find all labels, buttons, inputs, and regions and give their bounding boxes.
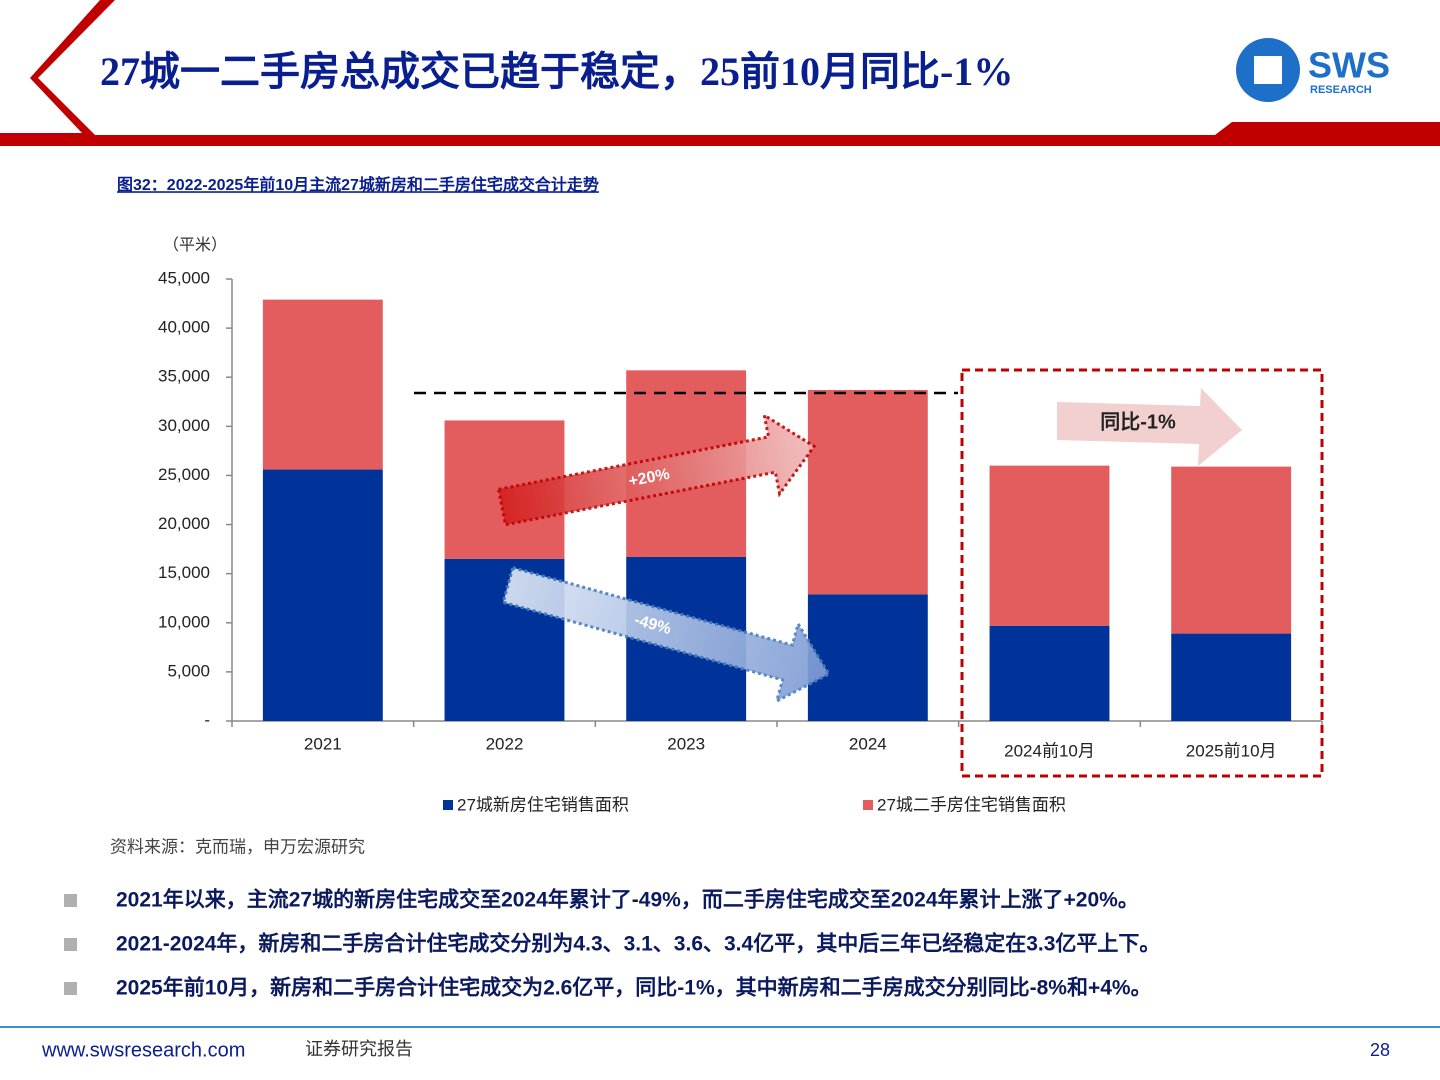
source: 资料来源：克而瑞，申万宏源研究	[110, 837, 365, 856]
footer-label: 证券研究报告	[305, 1039, 413, 1059]
yoy-arrow: 同比-1%	[1057, 388, 1242, 466]
legend-label: 27城新房住宅销售面积	[457, 795, 629, 814]
up-arrow: +20%	[496, 412, 817, 527]
bar	[989, 465, 1110, 626]
bar	[807, 594, 928, 721]
bullet-marker	[64, 938, 77, 951]
y-tick-label: 10,000	[158, 612, 210, 631]
bar	[989, 625, 1110, 721]
y-tick-label: 15,000	[158, 563, 210, 582]
footer-url: www.swsresearch.com	[41, 1039, 245, 1061]
header-cut	[0, 0, 100, 133]
header-band	[0, 0, 1440, 146]
bar	[807, 389, 928, 595]
legend-swatch	[443, 800, 453, 810]
arrow-shape	[501, 565, 832, 704]
x-tick-label: 2024前10月	[1004, 741, 1095, 760]
y-tick-label: 5,000	[167, 661, 210, 680]
x-tick-label: 2021	[304, 734, 342, 753]
bullet-text: 2021年以来，主流27城的新房住宅成交至2024年累计了-49%，而二手房住宅…	[116, 888, 1139, 912]
legend-label: 27城二手房住宅销售面积	[877, 795, 1066, 814]
y-tick-label: 45,000	[158, 268, 210, 287]
logo-square	[1254, 56, 1282, 84]
bar	[1171, 633, 1292, 721]
y-axis-label: （平米）	[163, 236, 227, 254]
arrow-shape	[496, 412, 817, 527]
y-tick-label: -	[204, 710, 210, 729]
chart-caption: 图32：2022-2025年前10月主流27城新房和二手房住宅成交合计走势	[117, 175, 599, 194]
x-tick-label: 2023	[667, 734, 705, 753]
legend-swatch	[863, 800, 873, 810]
y-tick-label: 25,000	[158, 465, 210, 484]
down-arrow: -49%	[501, 565, 832, 704]
bullets: 2021年以来，主流27城的新房住宅成交至2024年累计了-49%，而二手房住宅…	[64, 888, 1160, 1000]
bullet-text: 2025年前10月，新房和二手房合计住宅成交为2.6亿平，同比-1%，其中新房和…	[116, 976, 1152, 1000]
y-tick-label: 30,000	[158, 416, 210, 435]
logo: SWS RESEARCH	[1236, 38, 1390, 102]
bar	[262, 469, 383, 721]
x-tick-label: 2025前10月	[1186, 741, 1277, 760]
bar	[262, 299, 383, 470]
arrow-shape	[1057, 388, 1242, 466]
x-tick-label: 2022	[486, 734, 524, 753]
y-tick-label: 20,000	[158, 514, 210, 533]
annotation: 同比-1%	[1100, 410, 1176, 433]
title: 27城一二手房总成交已趋于稳定，25前10月同比-1%	[100, 49, 1013, 94]
page-number: 28	[1370, 1040, 1390, 1060]
logo-sub: RESEARCH	[1310, 84, 1372, 96]
bar	[1171, 466, 1292, 634]
x-tick-label: 2024	[849, 734, 887, 753]
y-tick-label: 35,000	[158, 367, 210, 386]
bullet-marker	[64, 982, 77, 995]
logo-text: SWS	[1308, 45, 1390, 86]
highlight-box	[960, 368, 1324, 778]
y-tick-label: 40,000	[158, 318, 210, 337]
bullet-text: 2021-2024年，新房和二手房合计住宅成交分别为4.3、3.1、3.6、3.…	[116, 932, 1160, 956]
bullet-marker	[64, 894, 77, 907]
chart: - 5,000 10,000 15,000 20,000 25,000 30,000 35,0…	[158, 268, 1323, 814]
